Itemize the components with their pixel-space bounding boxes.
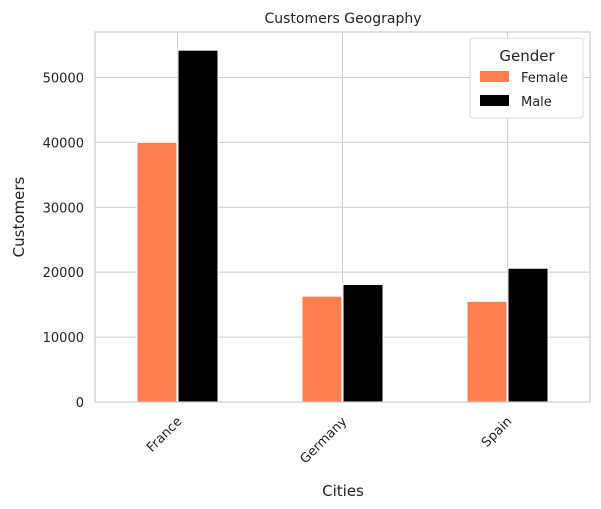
y-tick-label: 50000 [43,71,84,86]
chart-title: Customers Geography [264,11,421,27]
legend-title: Gender [499,47,555,65]
legend-label-female: Female [521,71,568,86]
bar-female-germany [301,295,343,403]
x-tick-label-france: France [144,414,185,455]
y-tick-labels: 0 10000 20000 30000 40000 50000 [43,71,84,411]
y-tick-label: 30000 [43,201,84,216]
x-tick-labels: France Germany Spain [144,414,515,467]
bar-male-spain [507,267,549,403]
plot-frame [94,31,591,403]
legend-label-male: Male [521,95,552,110]
y-tick-label: 20000 [43,266,84,281]
bar-male-france [177,49,219,403]
legend-swatch-female [480,71,509,82]
bar-male-germany [342,284,384,403]
legend-swatch-male [480,95,509,106]
bars [136,49,549,403]
bar-female-france [136,141,178,403]
x-tick-label-spain: Spain [479,414,515,450]
y-tick-label: 0 [76,396,84,411]
y-axis-label: Customers [10,176,28,257]
y-tick-label: 40000 [43,136,84,151]
legend: Gender Female Male [469,37,584,119]
x-axis-label: Cities [322,482,364,500]
x-tick-label-germany: Germany [297,414,350,467]
bar-female-spain [466,300,508,403]
y-tick-label: 10000 [43,331,84,346]
